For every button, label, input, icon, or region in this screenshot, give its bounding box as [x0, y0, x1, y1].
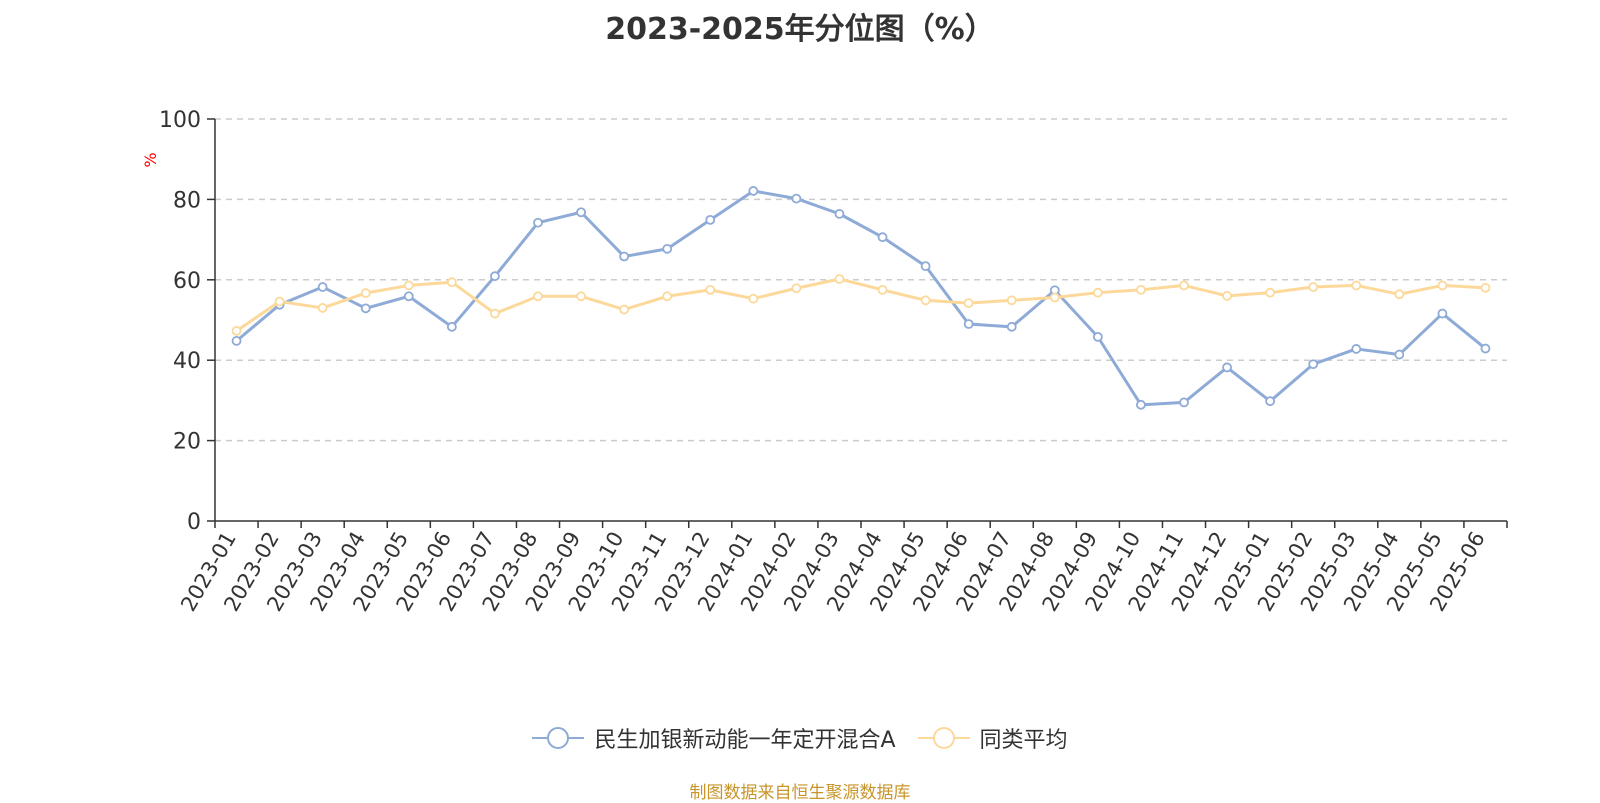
series-2-point[interactable] [1394, 289, 1405, 300]
series-1-point[interactable] [963, 319, 974, 329]
series-1-point[interactable] [1480, 343, 1491, 354]
y-tick-label: 100 [159, 108, 201, 133]
series-2-point[interactable] [619, 304, 630, 315]
series-2-point[interactable] [576, 291, 586, 302]
legend-label-series-1: 民生加银新动能一年定开混合A [594, 728, 896, 753]
series-2-point[interactable] [446, 277, 457, 288]
series-2-line [235, 277, 1486, 333]
series-1-point[interactable] [1308, 359, 1319, 370]
y-tick-label: 40 [173, 349, 201, 374]
series-1-point[interactable] [1092, 331, 1103, 342]
legend-label-series-2: 同类平均 [979, 728, 1068, 753]
y-tick-label: 80 [173, 188, 201, 213]
series-1-point[interactable] [231, 336, 242, 346]
legend-swatch-series-1-icon [532, 727, 585, 749]
series-2-point[interactable] [490, 308, 500, 319]
series-1-point[interactable] [576, 207, 586, 218]
series-1-point[interactable] [920, 261, 931, 272]
series-2-point[interactable] [920, 295, 931, 306]
source-note: 制图数据来自恒生聚源数据库 [689, 783, 911, 803]
series-2-point[interactable] [1092, 287, 1103, 298]
series-2-point[interactable] [1351, 280, 1362, 291]
chart-title: 2023-2025年分位图（%） [605, 12, 995, 47]
series-2-point[interactable] [403, 280, 414, 291]
y-tick-label: 60 [173, 269, 201, 294]
series-2 [231, 274, 1491, 336]
y-axis-label: % [141, 152, 160, 167]
legend-item-series-2[interactable]: 同类平均 [917, 722, 1068, 754]
series-2-point[interactable] [963, 298, 974, 309]
series-2-point[interactable] [533, 291, 543, 302]
series-2-point[interactable] [748, 293, 759, 304]
series-1-point[interactable] [1394, 349, 1405, 360]
series-2-point[interactable] [1222, 290, 1232, 301]
series-1-point[interactable] [403, 291, 414, 302]
series-1-point[interactable] [490, 271, 500, 282]
series-1-point[interactable] [705, 215, 716, 225]
series-1-point[interactable] [533, 217, 543, 228]
series-1-point[interactable] [1006, 321, 1017, 332]
gridlines [215, 118, 1507, 442]
series-2-point[interactable] [1308, 282, 1319, 292]
y-tick-label: 0 [187, 510, 201, 535]
series-1-point[interactable] [1265, 396, 1276, 407]
series-1-point[interactable] [834, 208, 845, 219]
series-1-point[interactable] [1351, 344, 1362, 354]
series-1-point[interactable] [619, 251, 630, 262]
series-2-point[interactable] [1049, 292, 1060, 303]
series-1-point[interactable] [1437, 308, 1448, 319]
series-2-point[interactable] [317, 303, 328, 313]
axes: 0204060801002023-012023-022023-032023-04… [159, 108, 1508, 615]
series-2-point[interactable] [1480, 282, 1491, 293]
series-2-point[interactable] [1136, 284, 1146, 295]
series-2-point[interactable] [1437, 280, 1448, 291]
series-2-point[interactable] [1179, 280, 1189, 291]
series-lines [231, 186, 1491, 410]
series-2-point[interactable] [231, 325, 242, 336]
series-2-point[interactable] [1006, 295, 1017, 306]
series-1-point[interactable] [791, 193, 802, 204]
series-2-point[interactable] [791, 283, 802, 294]
series-2-point[interactable] [705, 284, 716, 295]
series-1-point[interactable] [748, 186, 759, 196]
series-1-line [235, 189, 1487, 407]
series-1-point[interactable] [1136, 399, 1146, 410]
series-1-point[interactable] [446, 321, 457, 332]
series-2-point[interactable] [662, 291, 673, 302]
series-1-point[interactable] [1179, 397, 1189, 408]
series-2-point[interactable] [1265, 287, 1276, 298]
series-2-point[interactable] [274, 296, 285, 307]
series-2-point[interactable] [877, 284, 888, 295]
series-1-point[interactable] [317, 282, 328, 292]
series-2-point[interactable] [834, 274, 845, 284]
legend: 民生加银新动能一年定开混合A 同类平均 [0, 722, 1600, 754]
series-1 [231, 186, 1491, 410]
series-2-point[interactable] [360, 288, 371, 298]
y-tick-label: 20 [173, 430, 201, 455]
series-1-point[interactable] [877, 232, 888, 243]
legend-item-series-1[interactable]: 民生加银新动能一年定开混合A [532, 722, 896, 754]
series-1-point[interactable] [662, 243, 673, 254]
series-1-point[interactable] [360, 303, 371, 314]
legend-swatch-series-2-icon [917, 727, 970, 749]
series-1-point[interactable] [1222, 362, 1232, 373]
